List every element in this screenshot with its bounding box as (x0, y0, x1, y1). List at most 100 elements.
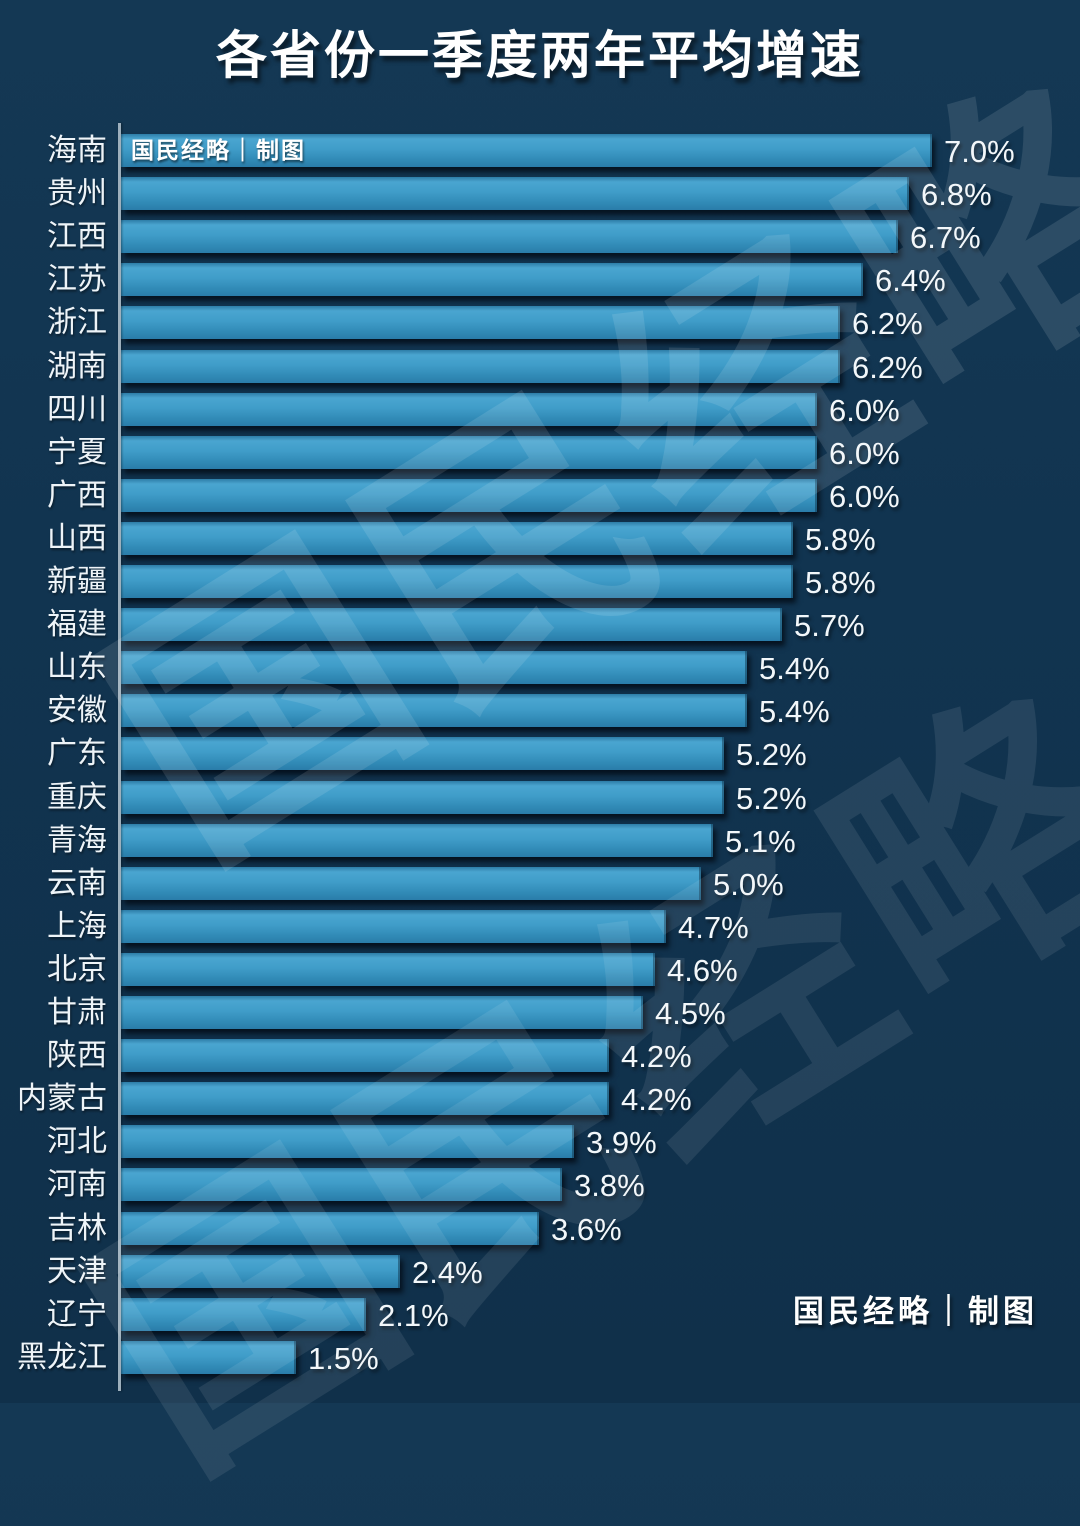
category-label: 贵州 (47, 177, 107, 211)
bar-row: 山东 5.4% (0, 651, 1080, 687)
bar (121, 435, 817, 469)
watermark-credit-top: 国民经略｜制图 (131, 137, 306, 164)
bar-row: 江西 6.7% (0, 220, 1080, 256)
bar (121, 651, 747, 685)
category-label: 宁夏 (47, 435, 107, 469)
bar (121, 1125, 574, 1159)
category-label: 江西 (47, 220, 107, 254)
value-label: 3.9% (586, 1125, 657, 1161)
bar-row: 黑龙江 1.5% (0, 1340, 1080, 1376)
category-label: 安徽 (47, 694, 107, 728)
bar-row: 新疆 5.8% (0, 565, 1080, 600)
bar-row: 内蒙古 4.2% (0, 1082, 1080, 1118)
category-label: 上海 (47, 909, 107, 943)
chart-title: 各省份一季度两年平均增速 (215, 27, 864, 84)
category-label: 广东 (47, 737, 107, 771)
bar (121, 996, 643, 1029)
bar-row: 云南 5.0% (0, 866, 1080, 902)
value-label: 4.2% (621, 1082, 692, 1118)
bar (121, 177, 909, 211)
bar (121, 565, 793, 598)
category-label: 云南 (47, 866, 107, 900)
bar-row: 福建 5.7% (0, 608, 1080, 643)
bar (121, 780, 724, 814)
category-label: 湖南 (47, 349, 107, 383)
y-axis-line (118, 123, 121, 1391)
category-label: 浙江 (47, 306, 107, 340)
value-label: 5.2% (736, 737, 807, 773)
bar (121, 952, 655, 986)
value-label: 5.4% (759, 694, 830, 730)
bar-row: 广东 5.2% (0, 737, 1080, 773)
category-label: 四川 (47, 392, 107, 426)
bar (121, 1039, 609, 1073)
chart-canvas: 各省份一季度两年平均增速 国民经略 国民经略 海南 7.0% 贵州 6.8% 江西 6.7… (0, 27, 1080, 1391)
bar-row: 四川 6.0% (0, 392, 1080, 428)
bar (121, 220, 898, 254)
bar-row: 上海 4.7% (0, 909, 1080, 945)
bar (121, 1340, 296, 1374)
bar (121, 608, 782, 642)
bar (121, 909, 666, 943)
value-label: 6.2% (852, 306, 923, 342)
watermark-credit-bottom-right: 国民经略｜制图 (793, 1294, 1038, 1330)
category-label: 陕西 (47, 1039, 107, 1073)
bar-row: 北京 4.6% (0, 952, 1080, 988)
bar-row: 安徽 5.4% (0, 694, 1080, 730)
bar-row: 宁夏 6.0% (0, 435, 1080, 471)
bar (121, 521, 793, 555)
category-label: 新疆 (47, 565, 107, 598)
category-label: 海南 (47, 134, 107, 167)
bar (121, 694, 747, 728)
bar-row: 天津 2.4% (0, 1254, 1080, 1290)
value-label: 6.0% (829, 392, 900, 428)
bar (121, 134, 932, 167)
bar-row: 江苏 6.4% (0, 263, 1080, 299)
bar (121, 392, 817, 426)
value-label: 6.2% (852, 349, 923, 385)
bar (121, 306, 840, 340)
value-label: 3.8% (574, 1168, 645, 1204)
value-label: 6.7% (910, 220, 981, 256)
bar (121, 349, 840, 383)
value-label: 6.4% (875, 263, 946, 299)
value-label: 7.0% (944, 134, 1015, 169)
value-label: 5.0% (713, 866, 784, 902)
bar (121, 1254, 400, 1288)
bar-row: 青海 5.1% (0, 823, 1080, 859)
value-label: 5.4% (759, 651, 830, 687)
category-label: 河南 (47, 1168, 107, 1202)
value-label: 3.6% (551, 1211, 622, 1247)
bar (121, 1168, 562, 1202)
bar-row: 甘肃 4.5% (0, 996, 1080, 1031)
category-label: 青海 (47, 823, 107, 857)
bar-row: 湖南 6.2% (0, 349, 1080, 385)
category-label: 甘肃 (47, 996, 107, 1029)
category-label: 辽宁 (47, 1297, 107, 1331)
bar (121, 263, 863, 297)
category-label: 广西 (47, 478, 107, 512)
bar-row: 陕西 4.2% (0, 1039, 1080, 1074)
bar-row: 吉林 3.6% (0, 1211, 1080, 1247)
category-label: 江苏 (47, 263, 107, 297)
bar-row: 河南 3.8% (0, 1168, 1080, 1204)
value-label: 4.7% (678, 909, 749, 945)
bar-row: 海南 7.0% (0, 134, 1080, 169)
category-label: 内蒙古 (17, 1082, 107, 1116)
category-label: 山西 (47, 521, 107, 555)
value-label: 2.4% (412, 1254, 483, 1290)
bar (121, 1211, 539, 1245)
category-label: 河北 (47, 1125, 107, 1159)
value-label: 4.5% (655, 996, 726, 1031)
bar (121, 1082, 609, 1116)
category-label: 吉林 (47, 1211, 107, 1245)
bar (121, 823, 713, 857)
bar-row: 山西 5.8% (0, 521, 1080, 557)
bar-row: 广西 6.0% (0, 478, 1080, 514)
category-label: 北京 (47, 952, 107, 986)
bar (121, 1297, 366, 1331)
bar-row: 河北 3.9% (0, 1125, 1080, 1161)
category-label: 山东 (47, 651, 107, 685)
bar-row: 浙江 6.2% (0, 306, 1080, 342)
value-label: 1.5% (308, 1340, 379, 1376)
